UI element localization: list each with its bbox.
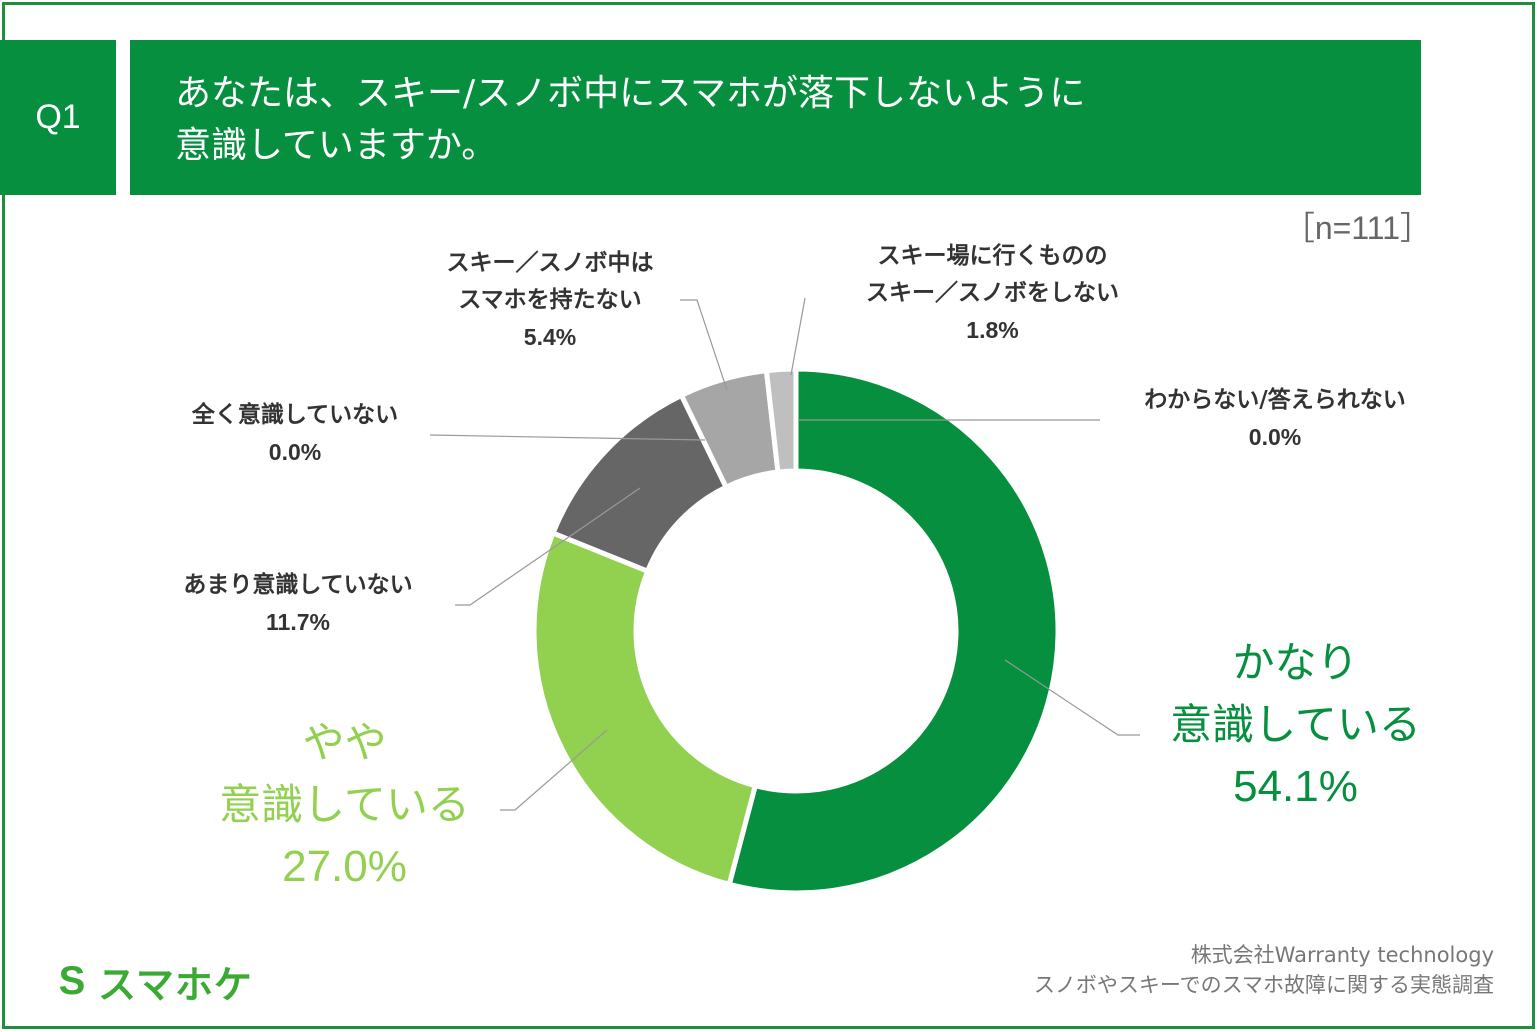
question-title: あなたは、スキー/スノボ中にスマホが落下しないように 意識していますか。 bbox=[130, 40, 1421, 195]
pct-somewhat-conscious: 27.0% bbox=[282, 842, 407, 891]
credit-survey: スノボやスキーでのスマホ故障に関する実態調査 bbox=[1033, 973, 1494, 997]
leader-line-no-phone bbox=[680, 299, 728, 391]
label-not-very-conscious: あまり意識していない 11.7% bbox=[148, 567, 448, 641]
donut-slice-1 bbox=[531, 529, 759, 888]
label-no-phone: スキー／スノボ中は スマホを持たない 5.4% bbox=[405, 245, 695, 356]
credit-company: 株式会社Warranty technology bbox=[1190, 943, 1494, 967]
pct-no-ski: 1.8% bbox=[966, 317, 1019, 343]
question-title-line2: 意識していますか。 bbox=[175, 125, 498, 166]
brand-logo: S スマホケ bbox=[52, 955, 253, 1007]
label-not-at-all-conscious: 全く意識していない 0.0% bbox=[155, 397, 435, 471]
pct-dont-know: 0.0% bbox=[1248, 424, 1302, 450]
label-no-ski: スキー場に行くものの スキー／スノボをしない 1.8% bbox=[820, 238, 1165, 349]
leader-line-very bbox=[1004, 659, 1140, 736]
pct-very-conscious: 54.1% bbox=[1233, 762, 1358, 811]
label-somewhat-conscious: やや 意識している 27.0% bbox=[197, 712, 492, 898]
label-dont-know: わからない/答えられない 0.0% bbox=[1100, 382, 1450, 456]
leader-line-somewhat bbox=[500, 729, 608, 811]
pct-not-very-conscious: 11.7% bbox=[266, 609, 330, 635]
donut-slice-0 bbox=[726, 366, 1061, 896]
pct-not-at-all-conscious: 0.0% bbox=[268, 439, 322, 465]
pct-no-phone: 5.4% bbox=[523, 324, 577, 350]
logo-text: スマホケ bbox=[98, 962, 253, 1007]
leader-line-not-very bbox=[455, 487, 641, 606]
sample-size: ［n=111］ bbox=[1282, 210, 1432, 246]
donut-slice-5 bbox=[763, 366, 799, 475]
logo-mark-icon: S bbox=[58, 958, 86, 1003]
label-very-conscious: かなり 意識している 54.1% bbox=[1148, 632, 1443, 818]
question-title-line1: あなたは、スキー/スノボ中にスマホが落下しないように bbox=[175, 73, 1086, 114]
source-credit: 株式会社Warranty technology スノボやスキーでのスマホ故障に関… bbox=[1034, 940, 1494, 1000]
leader-line-not-at-all bbox=[429, 434, 706, 441]
question-badge: Q1 bbox=[0, 40, 116, 195]
leader-line-no-ski bbox=[790, 297, 806, 376]
